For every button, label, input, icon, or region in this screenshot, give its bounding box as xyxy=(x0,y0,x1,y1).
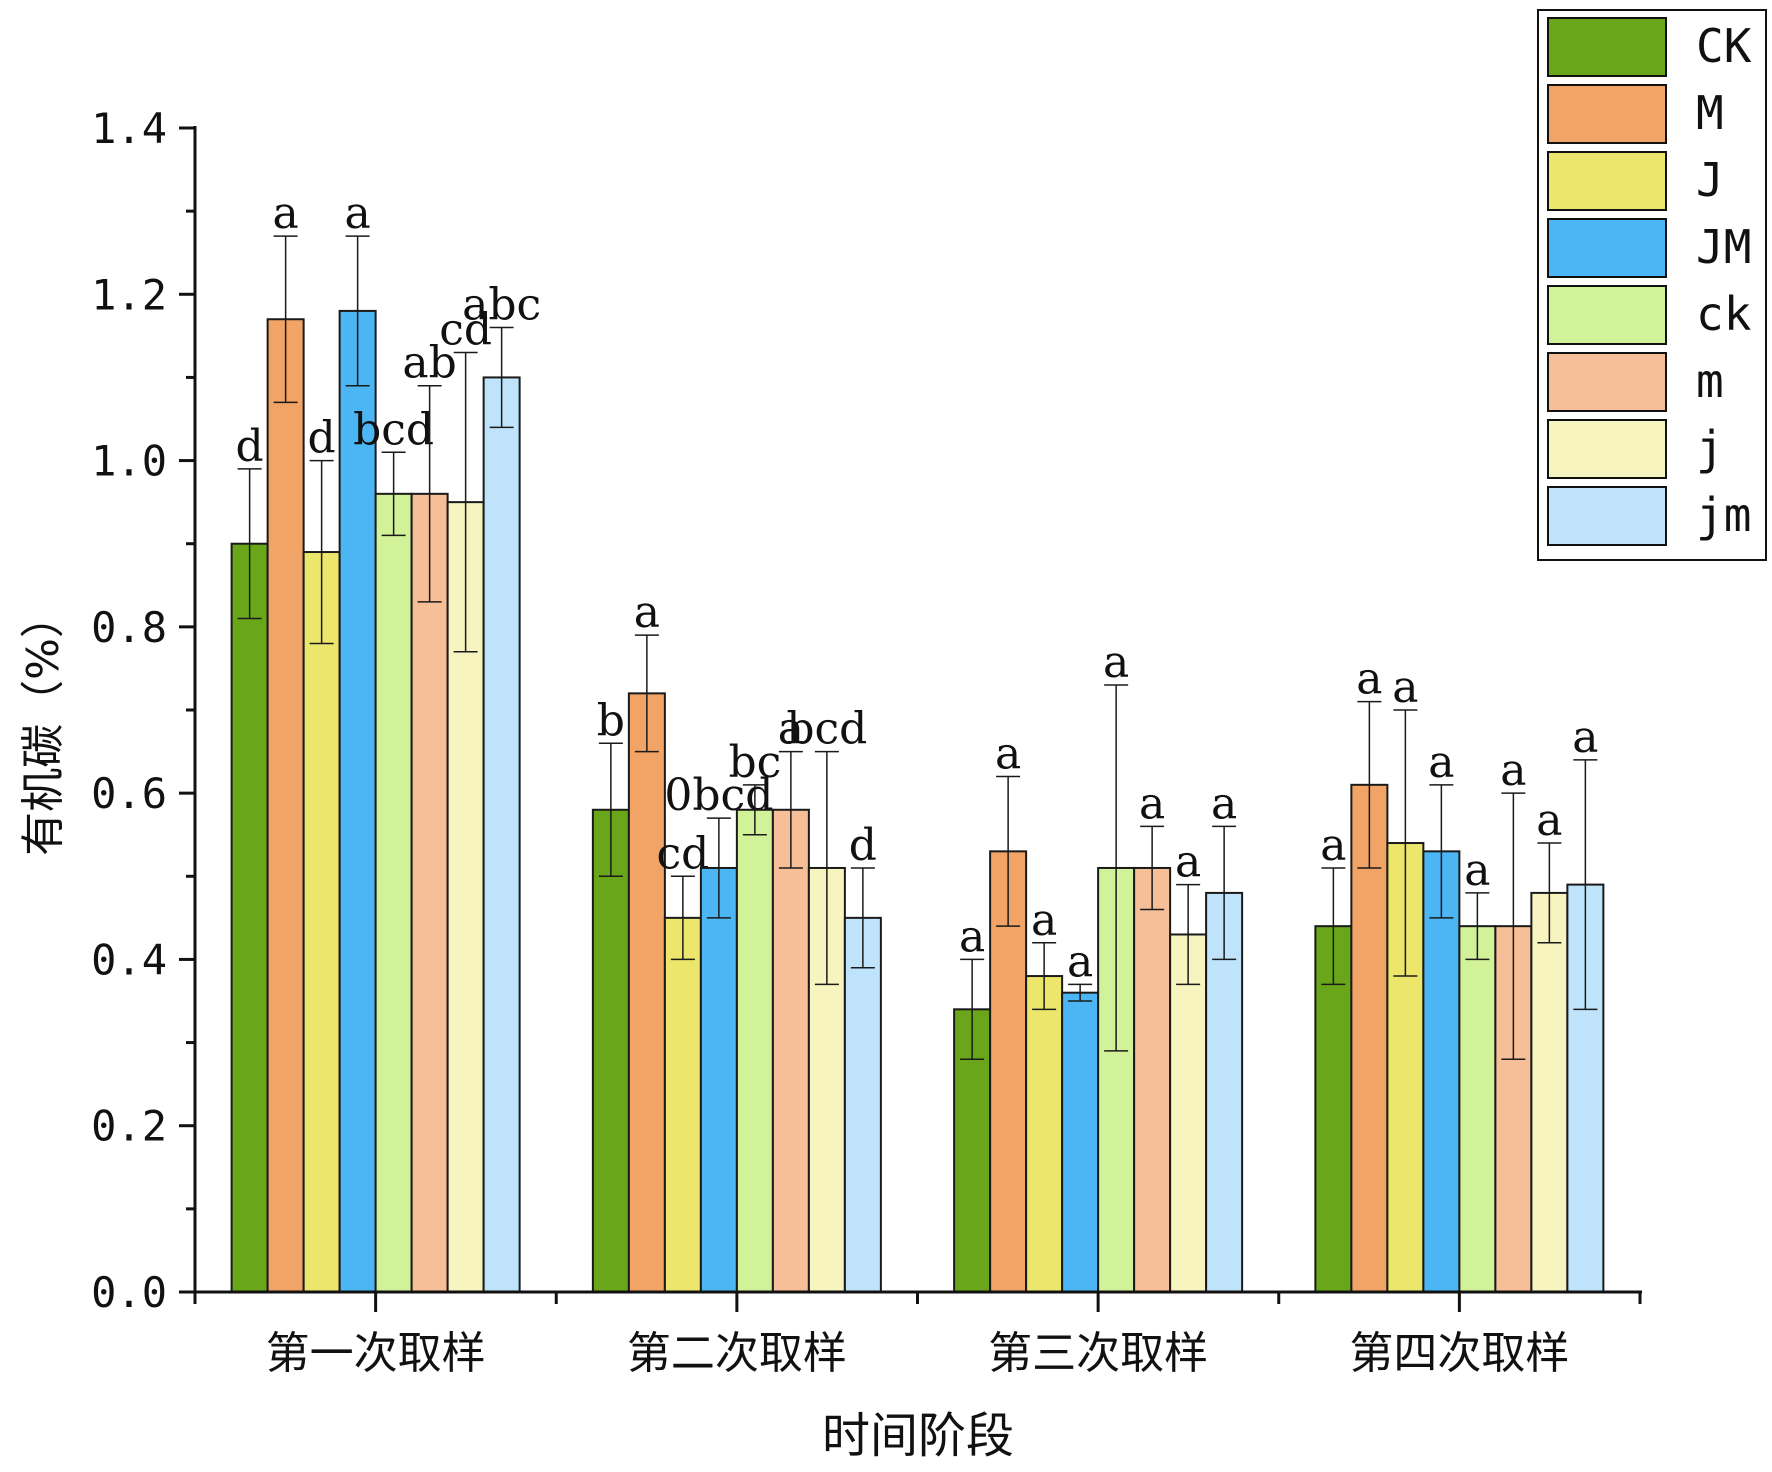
bar-JM-2 xyxy=(699,866,738,1293)
legend-label-M: M xyxy=(1696,86,1724,140)
bar-jm-1 xyxy=(482,376,521,1293)
significance-letter-j-2: bcd xyxy=(786,704,867,755)
significance-letter-jm-4: a xyxy=(1572,712,1598,763)
bar-m-2 xyxy=(771,808,810,1293)
bar-ck-2 xyxy=(735,808,774,1293)
significance-letter-ck-3: a xyxy=(1103,637,1129,688)
x-category-label: 第三次取样 xyxy=(988,1328,1208,1379)
bar-M-2 xyxy=(627,692,666,1293)
bar-j-3 xyxy=(1169,933,1208,1293)
significance-letter-CK-4: a xyxy=(1320,820,1346,871)
y-tick-label: 0.2 xyxy=(91,1102,167,1151)
bar-ck-1 xyxy=(374,492,413,1294)
significance-letter-j-3: a xyxy=(1175,837,1201,888)
significance-letter-m-3: a xyxy=(1139,778,1165,829)
y-tick-label: 1.0 xyxy=(91,437,167,486)
significance-letter-M-1: a xyxy=(273,188,299,239)
legend-swatch-m xyxy=(1547,352,1667,412)
bar-M-1 xyxy=(266,318,305,1293)
significance-letter-M-3: a xyxy=(995,729,1021,780)
y-tick-label: 0.0 xyxy=(91,1268,167,1317)
legend-swatch-M xyxy=(1547,84,1667,144)
significance-letter-JM-1: a xyxy=(345,188,371,239)
y-tick-label: 0.4 xyxy=(91,935,167,984)
y-axis-label: 有机碳（%） xyxy=(18,594,69,856)
bar-JM-3 xyxy=(1061,991,1100,1294)
x-axis-label: 时间阶段 xyxy=(822,1408,1014,1464)
significance-letter-jm-3: a xyxy=(1211,778,1237,829)
legend-label-JM: JM xyxy=(1696,220,1751,274)
legend-label-ck: ck xyxy=(1696,287,1751,341)
y-tick-label: 1.4 xyxy=(91,104,167,153)
bar-JM-1 xyxy=(338,309,377,1293)
significance-letter-JM-3: a xyxy=(1067,936,1093,987)
legend-label-m: m xyxy=(1696,354,1724,408)
significance-letter-m-1: ab xyxy=(402,338,456,389)
significance-letter-M-2: a xyxy=(634,587,660,638)
bar-m-3 xyxy=(1133,866,1172,1293)
plot-area: dbaaaaaadcdaaa0bcdaabcdbcaaabaaacdbcdaaa… xyxy=(230,188,1605,1294)
significance-letter-j-4: a xyxy=(1536,795,1562,846)
legend-swatch-CK xyxy=(1547,17,1667,77)
legend-swatch-JM xyxy=(1547,218,1667,278)
bar-m-1 xyxy=(410,492,449,1294)
bar-CK-1 xyxy=(230,542,269,1293)
significance-letter-CK-3: a xyxy=(959,911,985,962)
significance-letter-m-4: a xyxy=(1500,745,1526,796)
x-category-label: 第四次取样 xyxy=(1349,1328,1569,1379)
y-tick-label: 0.8 xyxy=(91,603,167,652)
significance-letter-J-1: d xyxy=(308,413,336,464)
significance-letter-JM-4: a xyxy=(1428,737,1454,788)
significance-letter-j-1: cd xyxy=(439,304,492,355)
bar-ck-4 xyxy=(1458,925,1497,1294)
significance-letter-CK-1: d xyxy=(236,421,264,472)
significance-letter-J-3: a xyxy=(1031,895,1057,946)
axes: 0.0 0.2 0.4 0.6 0.8 1.0 1.2 1.4 第一次取样 第二次取样 第三次取样 第… xyxy=(91,104,1642,1379)
bar-J-1 xyxy=(302,551,341,1293)
legend-label-jm: jm xyxy=(1696,488,1751,542)
legend-swatch-J xyxy=(1547,151,1667,211)
legend-swatch-jm xyxy=(1547,486,1667,546)
y-tick-label: 0.6 xyxy=(91,769,167,818)
legend: CK MJ JM ck mj jm xyxy=(1537,9,1767,561)
legend-label-J: J xyxy=(1696,153,1724,207)
significance-letter-jm-2: d xyxy=(849,820,877,871)
significance-letter-J-4: a xyxy=(1392,662,1418,713)
significance-letter-jm-1: abc xyxy=(462,280,541,331)
x-category-label: 第一次取样 xyxy=(266,1328,486,1379)
legend-label-CK: CK xyxy=(1696,19,1752,73)
bar-J-3 xyxy=(1025,975,1064,1293)
legend-swatch-ck xyxy=(1547,285,1667,345)
significance-letter-M-4: a xyxy=(1356,654,1382,705)
y-tick-label: 1.2 xyxy=(91,270,167,319)
bar-jm-2 xyxy=(843,916,882,1293)
legend-swatch-j xyxy=(1547,419,1667,479)
bar-CK-2 xyxy=(591,808,630,1293)
significance-letter-m-2: a xyxy=(778,704,804,755)
x-category-label: 第二次取样 xyxy=(627,1328,847,1379)
significance-letter-CK-2: b xyxy=(597,695,625,746)
bar-j-4 xyxy=(1530,891,1569,1294)
bar-J-2 xyxy=(663,916,702,1293)
significance-letter-ck-4: a xyxy=(1464,845,1490,896)
significance-letter-ck-2: bc xyxy=(728,737,781,788)
significance-letter-ck-1: bcd xyxy=(353,404,434,455)
legend-label-j: j xyxy=(1696,421,1724,475)
